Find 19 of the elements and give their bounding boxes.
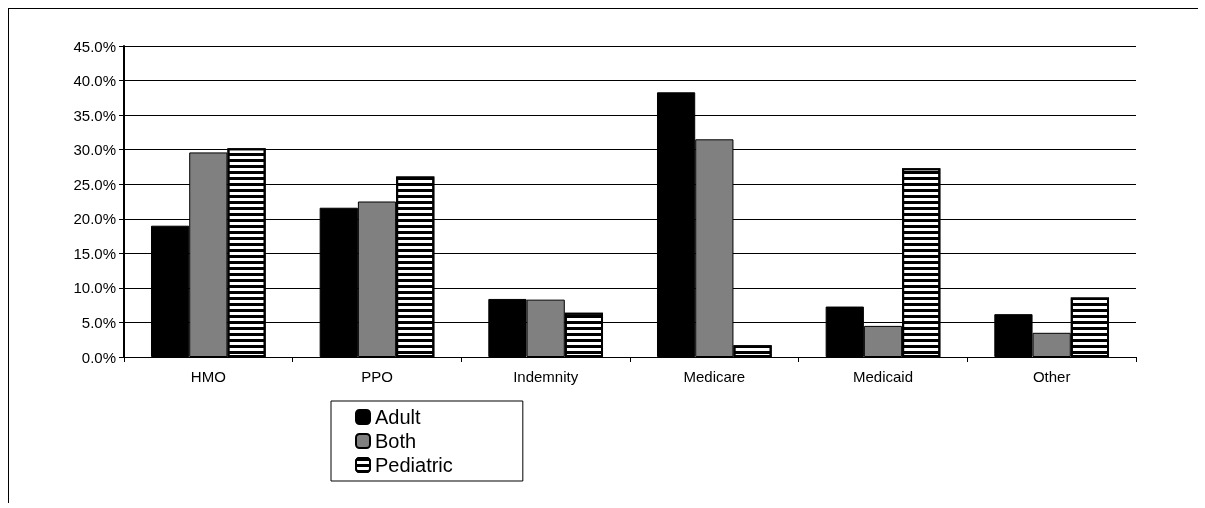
y-tick-label: 25.0% (73, 175, 116, 193)
x-tick-label: Indemnity (513, 368, 579, 385)
x-tick-label: Other (1032, 368, 1071, 385)
x-tick-label: PPO (361, 368, 393, 385)
legend-label: Adult (375, 406, 422, 428)
y-tick-label: 30.0% (73, 141, 116, 159)
legend-label: Pediatric (375, 454, 453, 476)
y-tick-label: 5.0% (81, 313, 116, 331)
x-tick-label: HMO (190, 368, 226, 385)
y-tick-label: 35.0% (73, 106, 116, 124)
y-tick-label: 10.0% (73, 279, 116, 297)
x-tick-label: Medicaid (852, 368, 914, 385)
x-tick-label: Medicare (683, 368, 746, 385)
y-tick-label: 20.0% (73, 210, 116, 228)
y-tick-label: 15.0% (73, 244, 116, 262)
y-tick-label: 40.0% (73, 72, 116, 90)
y-tick-label: 0.0% (81, 348, 116, 366)
y-tick-label: 45.0% (73, 37, 116, 55)
legend-label: Both (375, 430, 417, 452)
